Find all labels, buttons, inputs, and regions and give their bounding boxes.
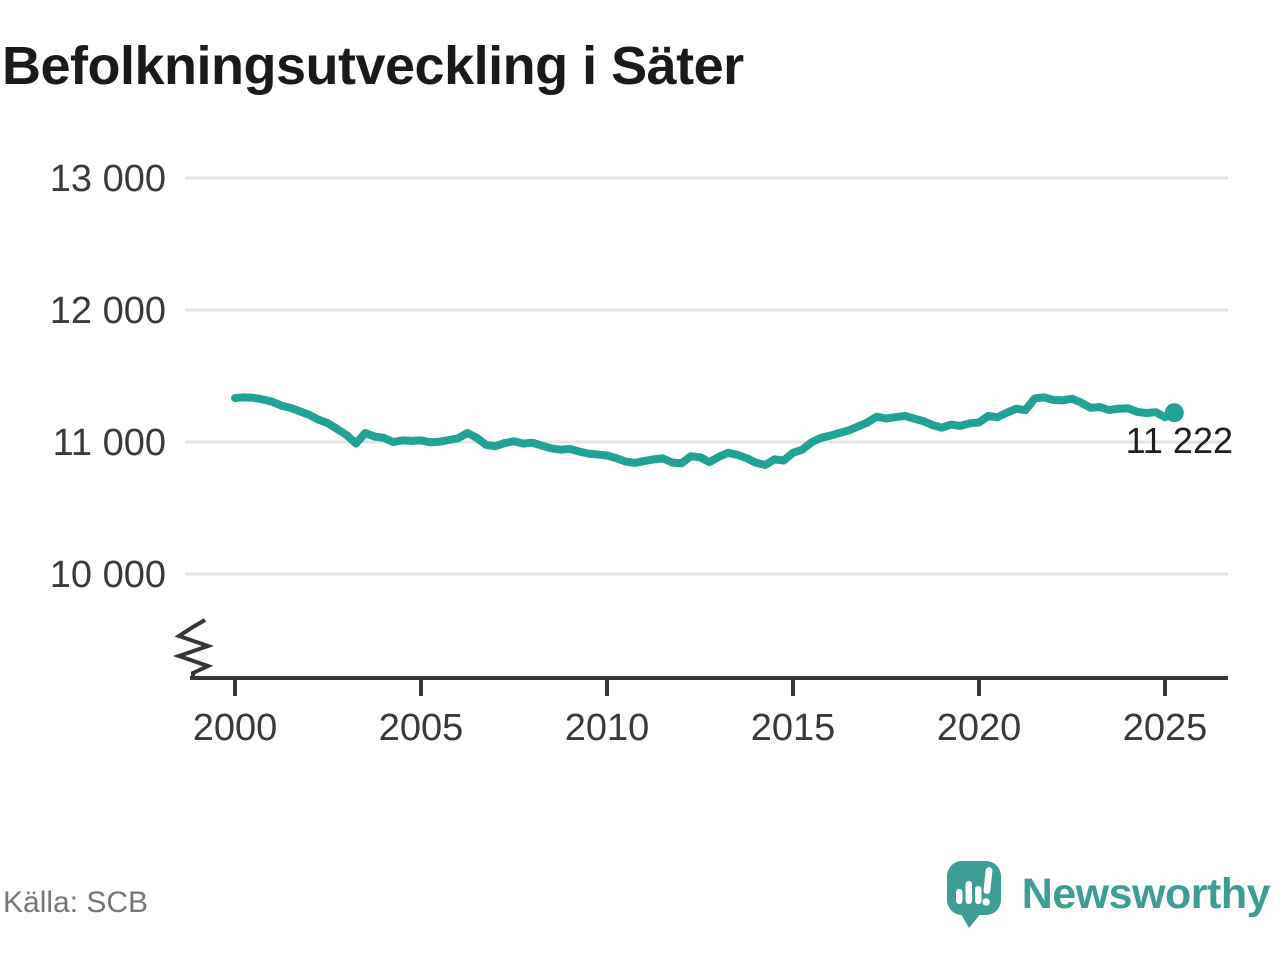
gridlines xyxy=(185,176,1228,576)
y-axis-tick-label: 11 000 xyxy=(53,422,166,464)
x-axis-tick-label: 2020 xyxy=(937,707,1022,749)
source-label: Källa: SCB xyxy=(3,886,149,919)
newsworthy-logo-icon xyxy=(946,861,1001,928)
x-axis-tick-label: 2000 xyxy=(193,707,278,749)
y-axis-break-icon xyxy=(172,618,215,678)
x-axis-tick-label: 2005 xyxy=(379,707,464,749)
population-line xyxy=(231,393,1179,469)
newsworthy-brand: Newsworthy xyxy=(946,858,1271,930)
x-axis-tick-label: 2015 xyxy=(751,707,836,749)
y-axis-tick-label: 13 000 xyxy=(50,158,166,200)
y-axis-tick-label: 10 000 xyxy=(50,554,166,596)
x-axis-tick-label: 2025 xyxy=(1123,707,1208,749)
chart-title: Befolkningsutveckling i Säter xyxy=(2,36,744,96)
y-axis-tick-label: 12 000 xyxy=(50,290,166,332)
series-layer: 11 222 xyxy=(231,393,1233,469)
y-axis-labels: 13 000 12 000 11 000 10 000 xyxy=(50,158,166,596)
x-axis-tick-label: 2010 xyxy=(565,707,650,749)
brand-wordmark: Newsworthy xyxy=(1021,869,1271,918)
x-axis: 2000 2005 2010 2015 2020 2025 xyxy=(172,618,1228,749)
last-point-dot xyxy=(1164,403,1184,423)
end-value-label: 11 222 xyxy=(1126,420,1233,461)
